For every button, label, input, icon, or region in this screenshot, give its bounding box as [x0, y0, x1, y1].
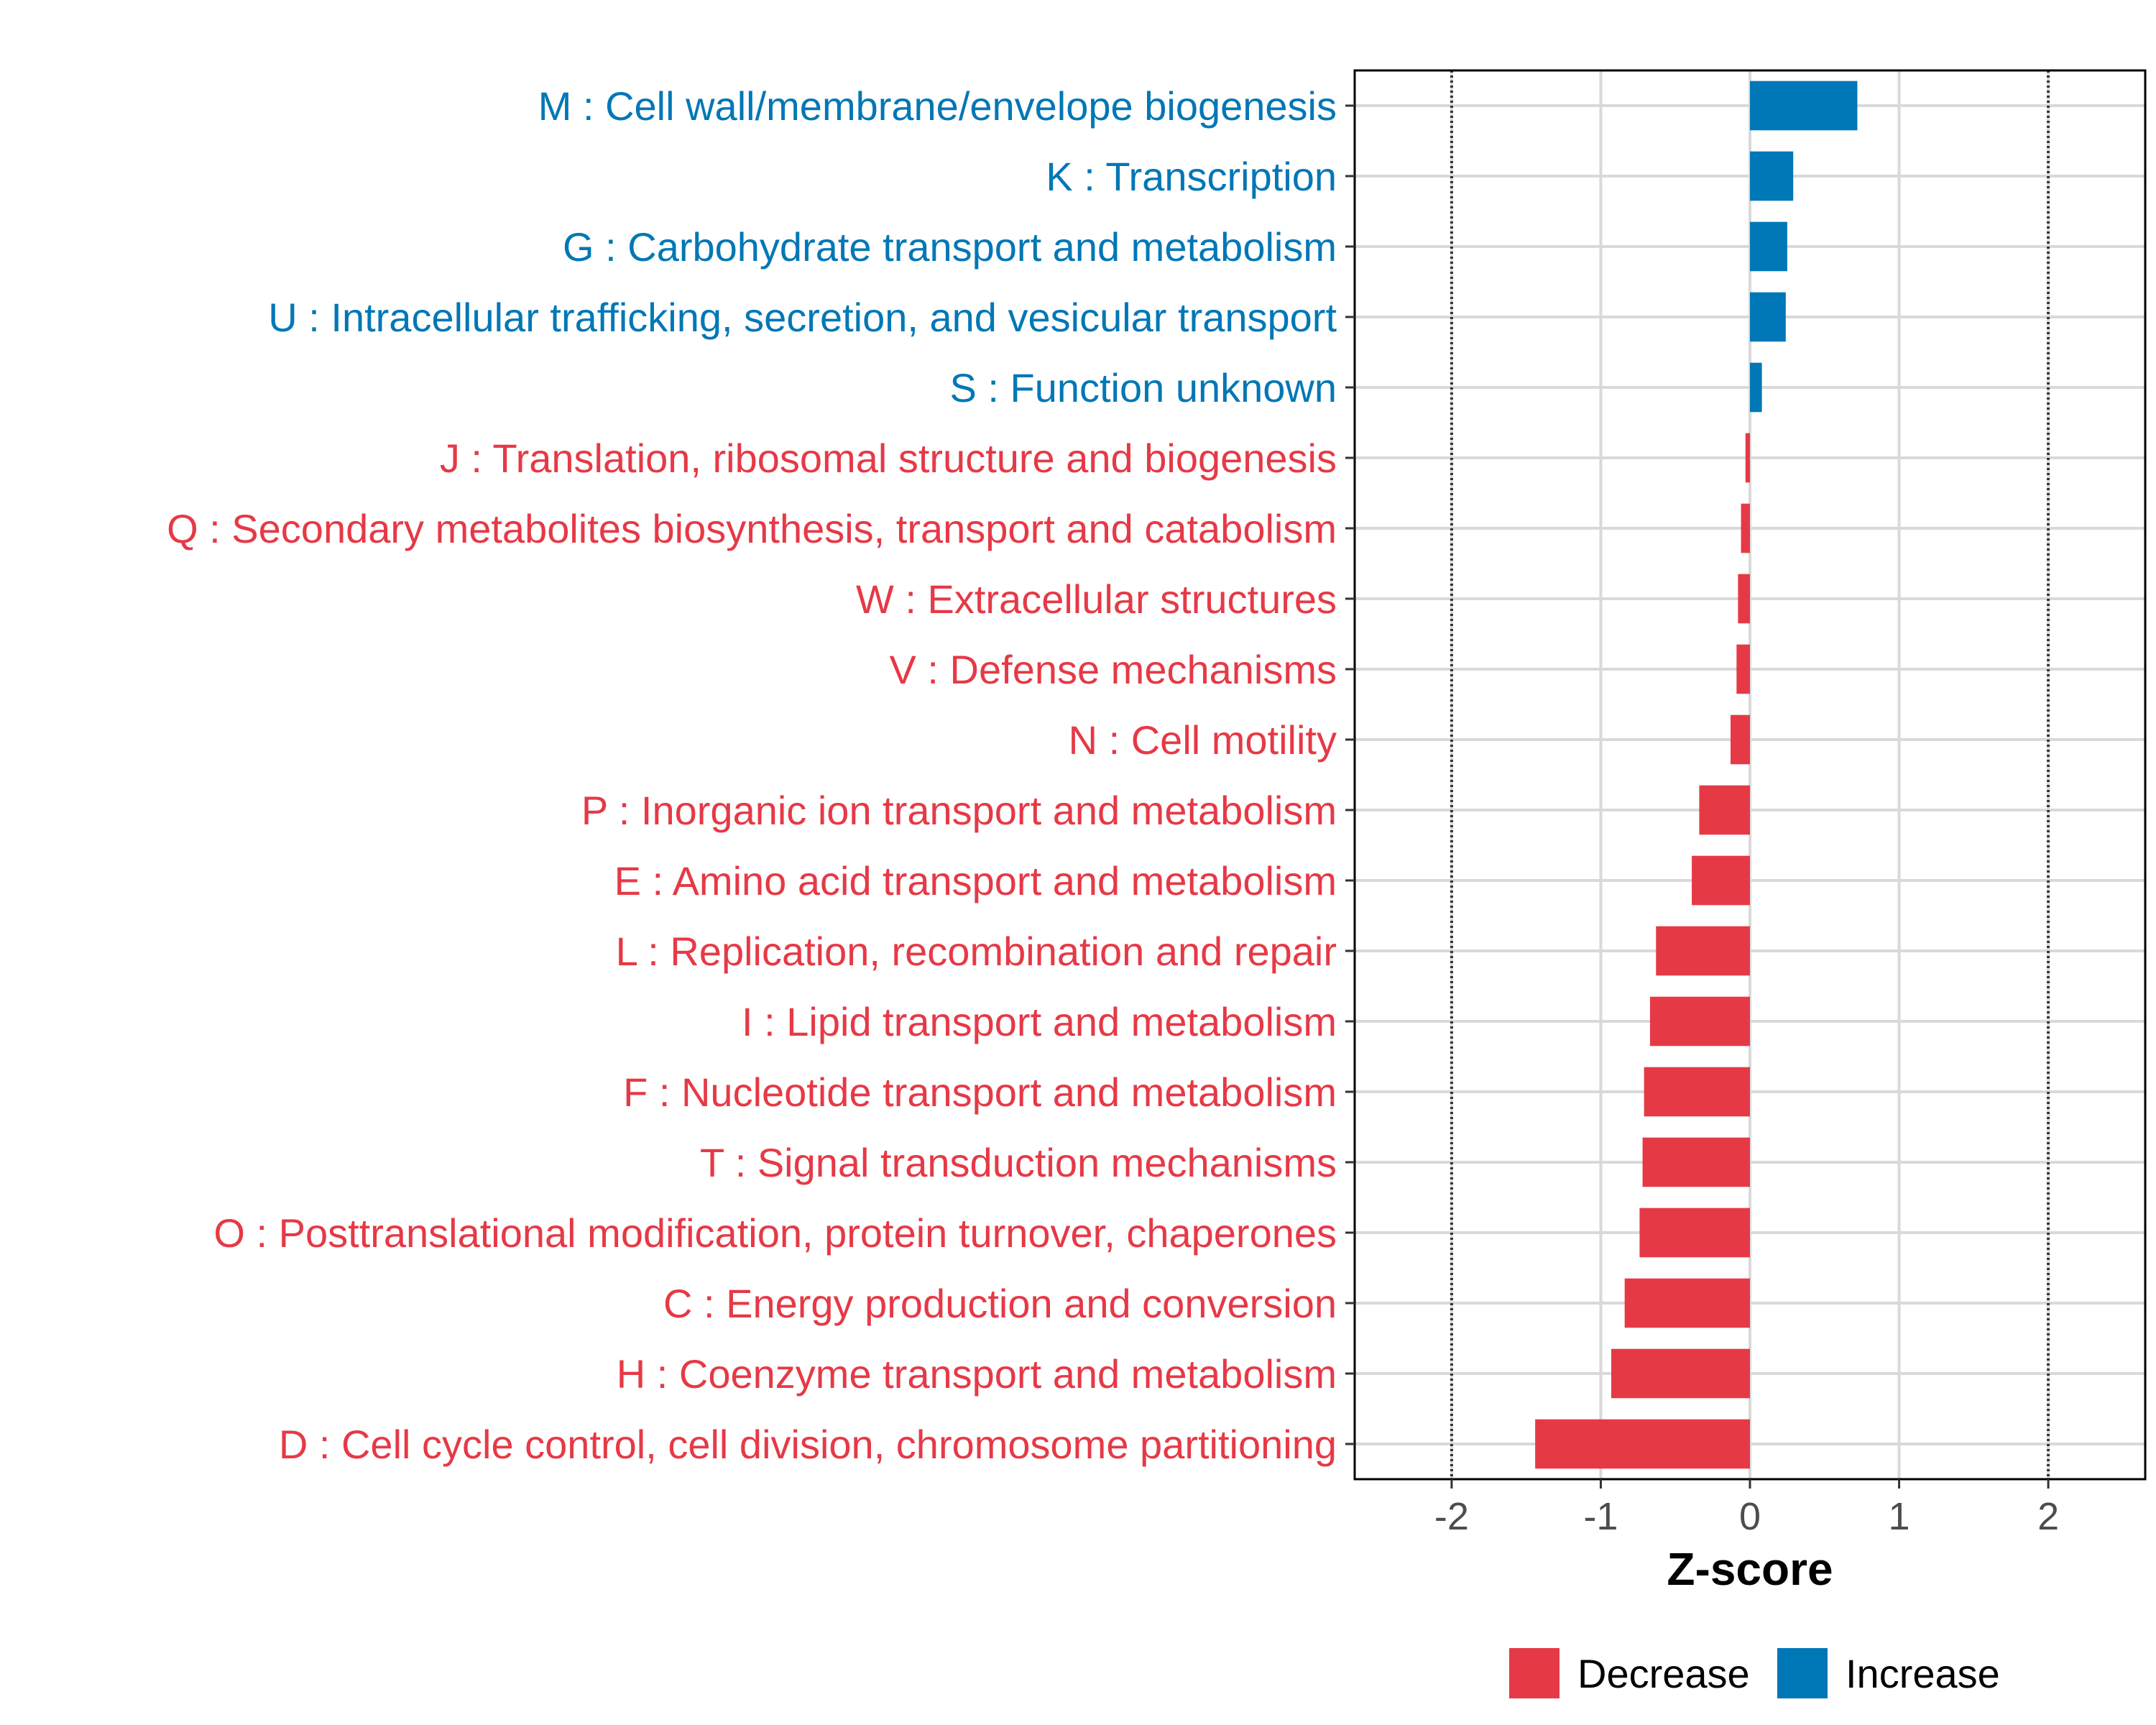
legend-key	[1509, 1648, 1560, 1698]
category-label: I : Lipid transport and metabolism	[742, 999, 1337, 1044]
category-label: K : Transcription	[1046, 154, 1337, 199]
category-label: S : Function unknown	[949, 365, 1337, 410]
bar	[1750, 151, 1794, 201]
x-tick-label: 1	[1889, 1495, 1910, 1538]
bar	[1731, 714, 1750, 765]
bar	[1611, 1348, 1750, 1399]
category-label: M : Cell wall/membrane/envelope biogenes…	[538, 83, 1337, 129]
category-label: F : Nucleotide transport and metabolism	[623, 1070, 1337, 1115]
bar	[1745, 433, 1750, 483]
category-label: T : Signal transduction mechanisms	[700, 1140, 1337, 1185]
category-label: Q : Secondary metabolites biosynthesis, …	[167, 506, 1337, 551]
category-label: L : Replication, recombination and repai…	[616, 929, 1337, 974]
bar	[1736, 644, 1750, 694]
bar	[1738, 574, 1750, 624]
category-label: H : Coenzyme transport and metabolism	[617, 1351, 1337, 1397]
x-tick-label: 0	[1739, 1495, 1761, 1538]
bar	[1699, 785, 1750, 835]
category-label: G : Carbohydrate transport and metabolis…	[563, 224, 1337, 270]
bar	[1649, 996, 1750, 1046]
x-tick-label: -1	[1583, 1495, 1618, 1538]
x-axis-ticks: -2 -1 0 1 2	[1434, 1479, 2059, 1538]
bar	[1750, 221, 1787, 272]
bar	[1639, 1208, 1750, 1258]
bar	[1624, 1278, 1750, 1328]
category-label: J : Translation, ribosomal structure and…	[440, 436, 1337, 481]
category-label: V : Defense mechanisms	[890, 647, 1337, 692]
category-label: W : Extracellular structures	[856, 576, 1337, 622]
category-labels: M : Cell wall/membrane/envelope biogenes…	[167, 83, 1337, 1467]
category-label: P : Inorganic ion transport and metaboli…	[581, 788, 1337, 833]
legend-label: Decrease	[1577, 1651, 1750, 1696]
bar	[1644, 1067, 1750, 1117]
bar	[1750, 292, 1786, 342]
legend: Decrease Increase	[1509, 1648, 2000, 1698]
legend-label: Increase	[1846, 1651, 2000, 1696]
bar	[1750, 80, 1858, 131]
category-label: E : Amino acid transport and metabolism	[614, 858, 1337, 903]
y-axis-ticks	[1345, 104, 1355, 1445]
category-label: U : Intracellular trafficking, secretion…	[268, 295, 1337, 340]
bar	[1750, 362, 1762, 413]
bar	[1692, 855, 1750, 906]
category-label: D : Cell cycle control, cell division, c…	[279, 1422, 1337, 1467]
x-tick-label: 2	[2037, 1495, 2059, 1538]
bar	[1656, 926, 1750, 976]
x-tick-label: -2	[1434, 1495, 1469, 1538]
reference-lines	[1450, 70, 2050, 1479]
category-label: N : Cell motility	[1069, 717, 1337, 763]
legend-key	[1777, 1648, 1828, 1698]
category-label: O : Posttranslational modification, prot…	[213, 1210, 1337, 1256]
bar	[1535, 1419, 1750, 1469]
bars	[1535, 80, 1858, 1469]
category-label: C : Energy production and conversion	[663, 1281, 1337, 1326]
bar	[1741, 503, 1750, 553]
bar	[1642, 1137, 1750, 1187]
x-axis-title: Z-score	[1667, 1543, 1833, 1595]
